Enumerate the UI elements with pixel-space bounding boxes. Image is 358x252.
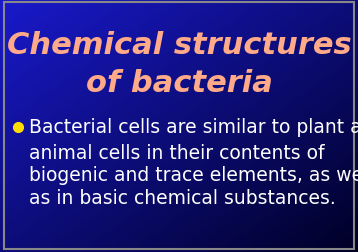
Text: biogenic and trace elements, as well: biogenic and trace elements, as well	[29, 166, 358, 185]
Text: as in basic chemical substances.: as in basic chemical substances.	[29, 188, 335, 207]
Text: Chemical structures: Chemical structures	[7, 31, 351, 60]
Text: of bacteria: of bacteria	[86, 69, 272, 98]
Text: Bacterial cells are similar to plant and: Bacterial cells are similar to plant and	[29, 118, 358, 137]
Text: animal cells in their contents of: animal cells in their contents of	[29, 143, 324, 162]
